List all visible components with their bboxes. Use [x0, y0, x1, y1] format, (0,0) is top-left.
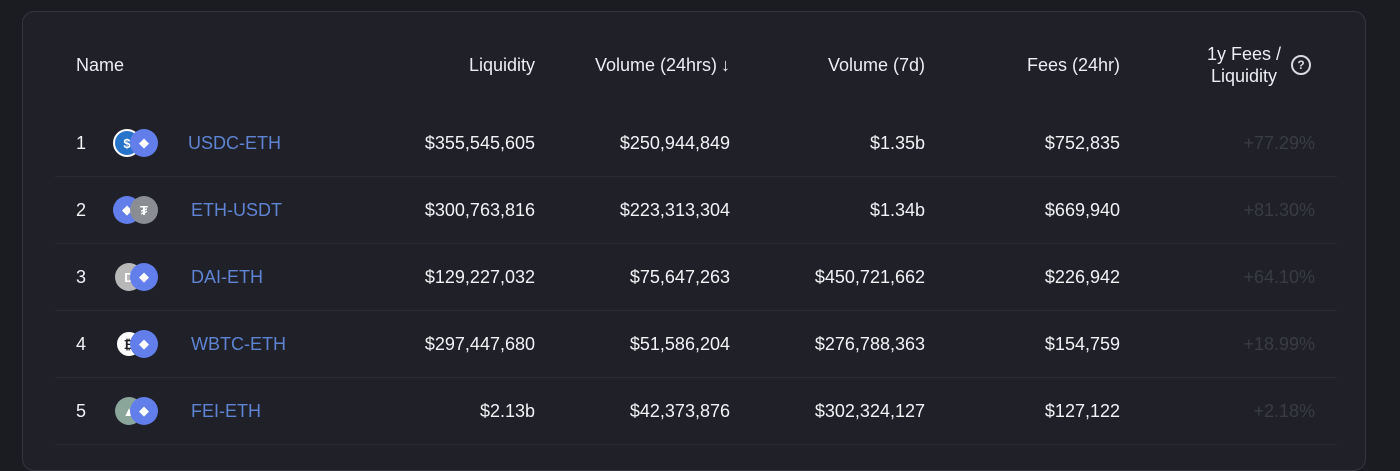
row-rank: 5 [76, 400, 87, 421]
header-volume-24h[interactable]: Volume (24hrs) ↓ [543, 32, 730, 98]
liquidity-value: $2.13b [479, 400, 535, 421]
row-rank: 1 [76, 132, 87, 153]
fees-ratio-value: +18.99% [1243, 333, 1315, 354]
volume-24h-value: $250,944,849 [619, 132, 730, 153]
pair-link[interactable]: USDC-ETH [188, 132, 281, 153]
token-pair-icons: D ◆ [115, 262, 161, 292]
table-row[interactable]: 3 D ◆ DAI-ETH $129,227,032 $75,647,263 $… [55, 244, 1337, 311]
header-volume-7d[interactable]: Volume (7d) [827, 54, 925, 75]
table-header: Name Liquidity Volume (24hrs) ↓ Volume (7… [23, 32, 1367, 98]
volume-7d-value: $302,324,127 [814, 400, 925, 421]
fees-24h-value: $154,759 [1044, 333, 1120, 354]
volume-24h-value: $223,313,304 [619, 199, 730, 220]
pair-link[interactable]: FEI-ETH [191, 400, 261, 421]
fees-ratio-value: +77.29% [1243, 132, 1315, 153]
header-name[interactable]: Name [76, 54, 125, 75]
header-liquidity[interactable]: Liquidity [468, 54, 535, 75]
pair-link[interactable]: DAI-ETH [191, 266, 263, 287]
row-rank: 2 [76, 199, 87, 220]
help-circle-icon[interactable]: ? [1291, 55, 1311, 75]
volume-7d-value: $1.35b [869, 132, 925, 153]
pools-table-panel: Name Liquidity Volume (24hrs) ↓ Volume (7… [22, 11, 1366, 471]
volume-24h-value: $42,373,876 [629, 400, 730, 421]
usdt-icon: ₮ [130, 196, 158, 224]
token-pair-icons: ◆ ₮ [113, 195, 159, 225]
volume-7d-value: $276,788,363 [814, 333, 925, 354]
fees-ratio-value: +2.18% [1253, 400, 1315, 421]
liquidity-value: $300,763,816 [424, 199, 535, 220]
liquidity-value: $355,545,605 [424, 132, 535, 153]
fees-24h-value: $669,940 [1044, 199, 1120, 220]
row-rank: 3 [76, 266, 87, 287]
token-pair-icons: $ ◆ [113, 128, 159, 158]
fees-ratio-value: +81.30% [1243, 199, 1315, 220]
volume-7d-value: $1.34b [869, 199, 925, 220]
sort-down-arrow-icon: ↓ [721, 54, 730, 75]
header-fees-24h[interactable]: Fees (24hr) [1026, 54, 1120, 75]
eth-icon: ◆ [130, 263, 158, 291]
fees-24h-value: $127,122 [1044, 400, 1120, 421]
table-row[interactable]: 2 ◆ ₮ ETH-USDT $300,763,816 $223,313,304… [55, 177, 1337, 244]
fees-24h-value: $752,835 [1044, 132, 1120, 153]
header-volume-24h-label: Volume (24hrs) [594, 54, 717, 75]
table-row[interactable]: 4 ₿ ◆ WBTC-ETH $297,447,680 $51,586,204 … [55, 311, 1337, 378]
eth-icon: ◆ [130, 397, 158, 425]
volume-24h-value: $75,647,263 [629, 266, 730, 287]
token-pair-icons: ₿ ◆ [115, 329, 161, 359]
liquidity-value: $297,447,680 [424, 333, 535, 354]
fees-ratio-value: +64.10% [1243, 266, 1315, 287]
header-fees-liquidity-label: 1y Fees / Liquidity [1206, 44, 1281, 86]
row-rank: 4 [76, 333, 87, 354]
table-row[interactable]: 5 ▲ ◆ FEI-ETH $2.13b $42,373,876 $302,32… [55, 378, 1337, 445]
volume-24h-value: $51,586,204 [629, 333, 730, 354]
eth-icon: ◆ [130, 330, 158, 358]
pair-link[interactable]: ETH-USDT [191, 199, 282, 220]
liquidity-value: $129,227,032 [424, 266, 535, 287]
volume-7d-value: $450,721,662 [814, 266, 925, 287]
token-pair-icons: ▲ ◆ [115, 396, 161, 426]
pair-link[interactable]: WBTC-ETH [191, 333, 286, 354]
header-fees-liquidity[interactable]: 1y Fees / Liquidity ? [1163, 32, 1311, 98]
fees-24h-value: $226,942 [1044, 266, 1120, 287]
table-row[interactable]: 1 $ ◆ USDC-ETH $355,545,605 $250,944,849… [55, 110, 1337, 177]
eth-icon: ◆ [130, 129, 158, 157]
